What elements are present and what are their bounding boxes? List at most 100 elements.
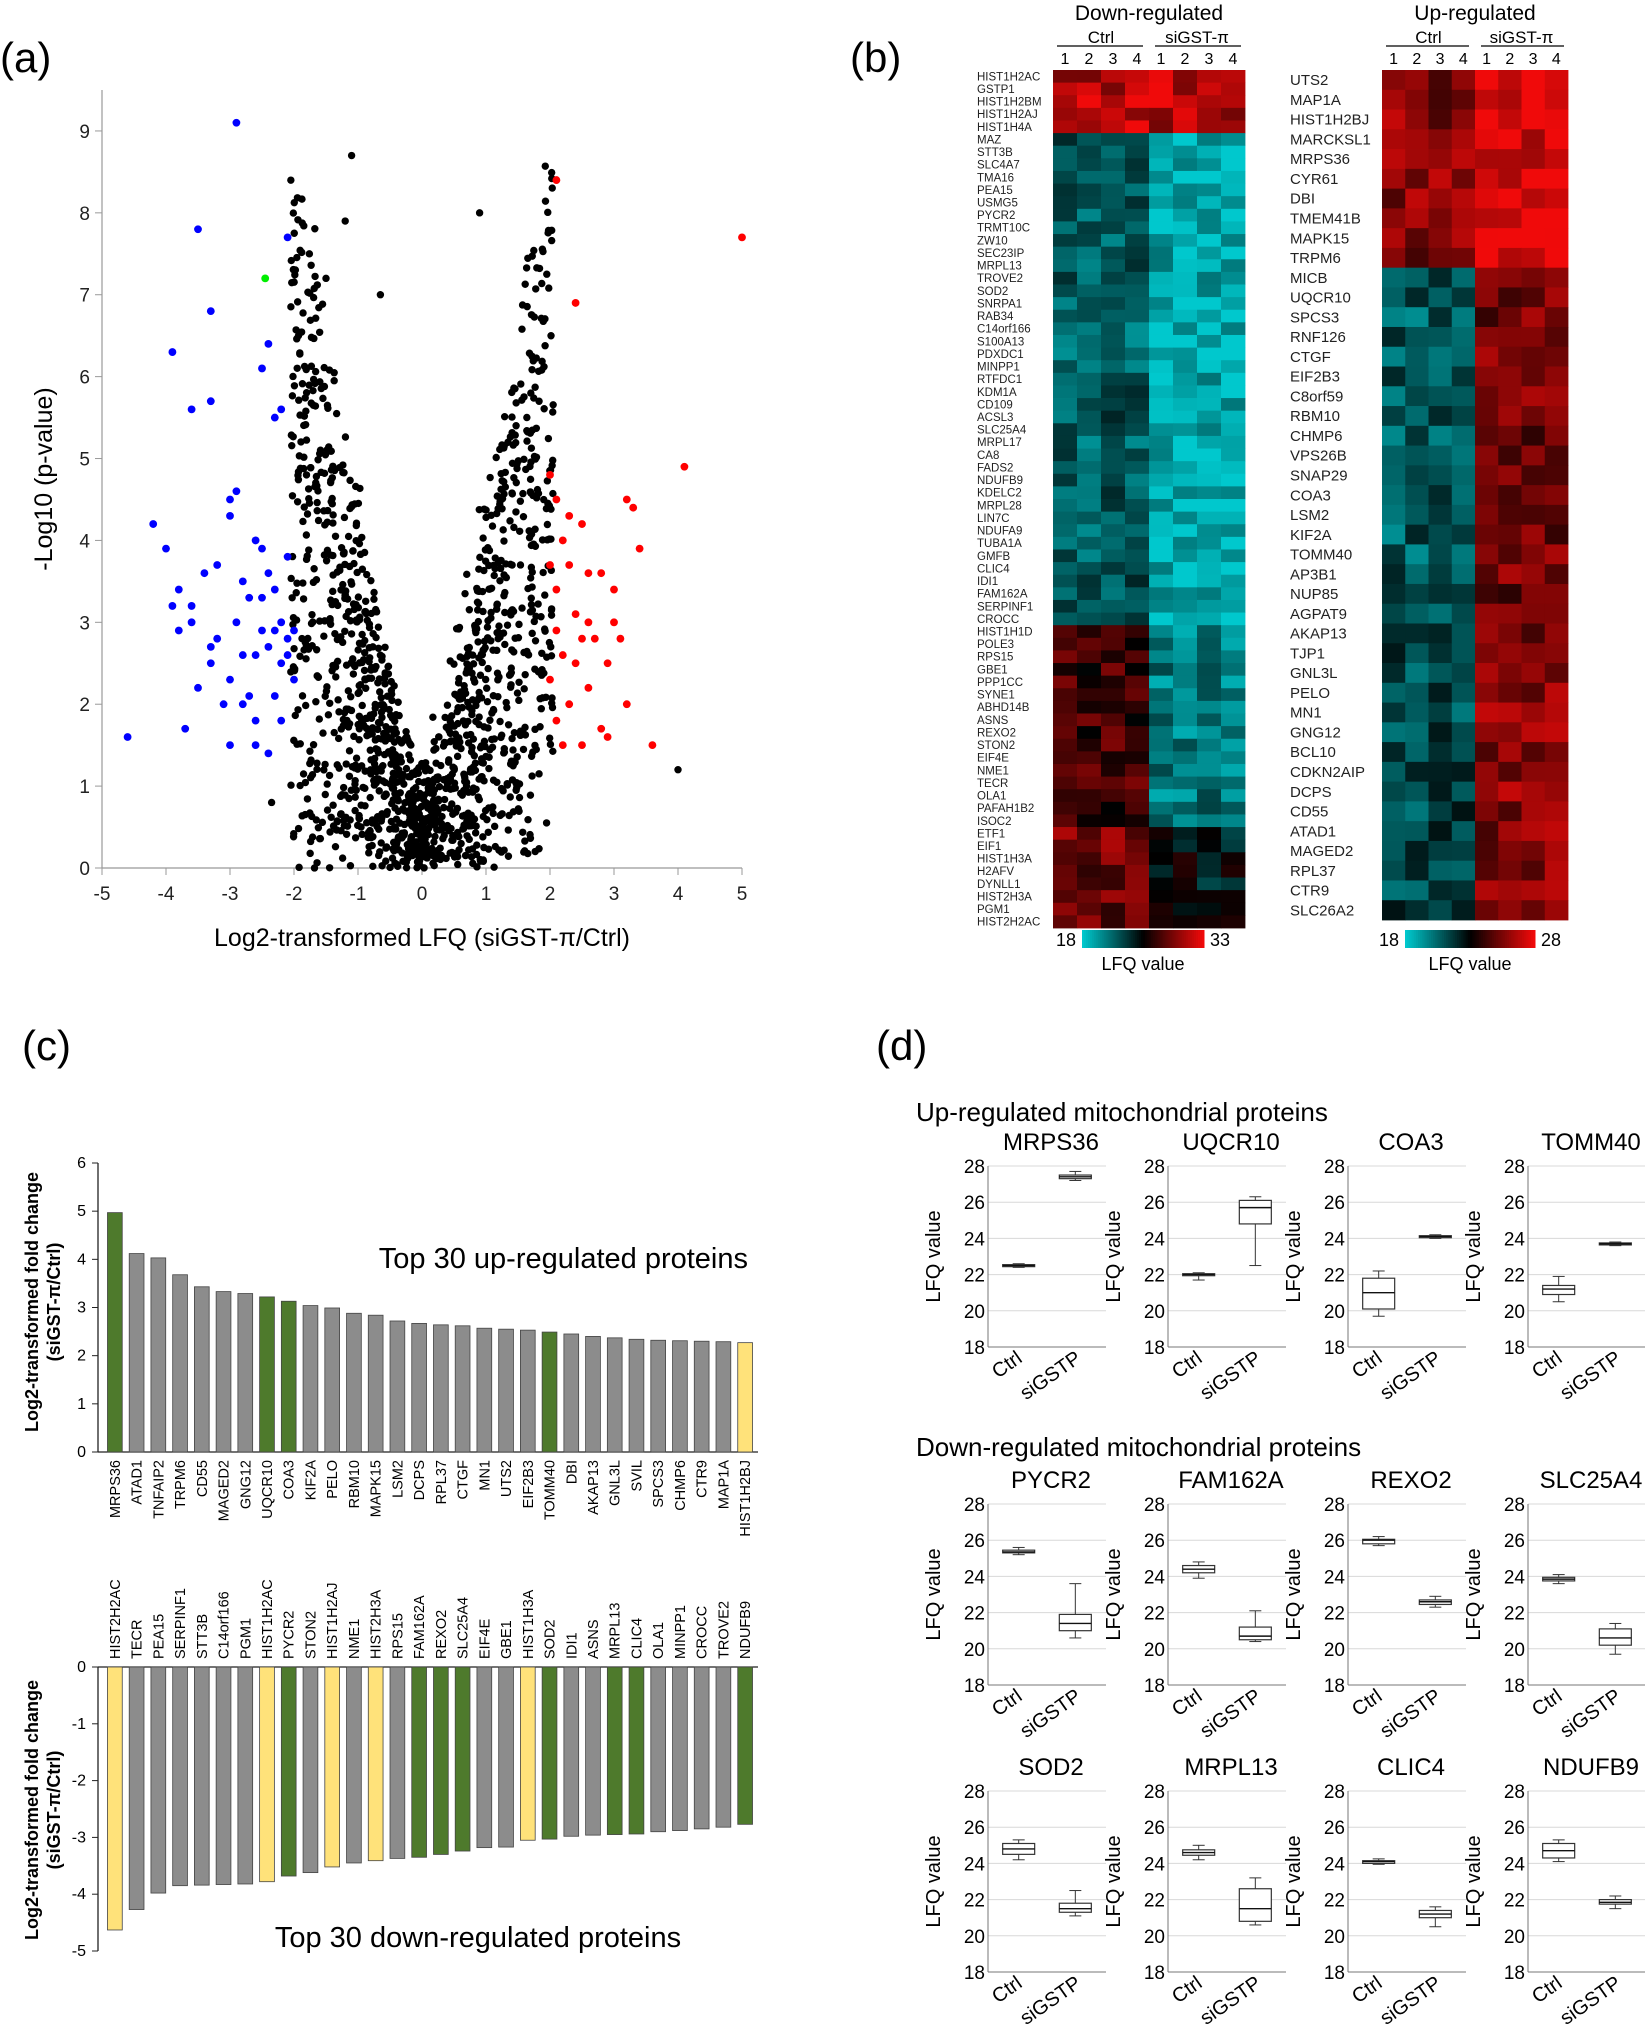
heatmap-cell (1053, 297, 1078, 311)
ns-point (539, 568, 547, 577)
heatmap-cell (1475, 326, 1499, 348)
heatmap-cell (1498, 643, 1522, 664)
heatmap-cell (1221, 562, 1246, 576)
heatmap-cell (1101, 271, 1126, 285)
colorbar-step (1145, 930, 1148, 948)
up-regulated-point (552, 626, 561, 635)
heatmap-cell (1521, 880, 1546, 901)
x-tick-label: 2 (545, 884, 556, 905)
heatmap-cell (1197, 599, 1222, 613)
heatmap-cell (1544, 623, 1569, 644)
box (1238, 1626, 1272, 1641)
ns-point (304, 645, 313, 653)
heatmap-cell (1125, 650, 1150, 664)
column-label: 2 (1412, 51, 1421, 68)
ns-point (432, 759, 440, 767)
heatmap-cell (1451, 168, 1476, 190)
ns-point (288, 441, 296, 450)
row-label: HIST1H2AJ (977, 109, 1038, 121)
colorbar-step (1461, 930, 1464, 948)
ns-point (498, 810, 506, 818)
ns-point (341, 627, 349, 635)
heatmap-cell (1077, 297, 1102, 311)
heatmap-cell (1405, 761, 1429, 783)
colorbar-step (1454, 930, 1458, 948)
heatmap-cell (1521, 781, 1546, 802)
heatmap-cell (1544, 168, 1569, 190)
ns-point (378, 652, 386, 661)
heatmap-cell (1197, 234, 1222, 248)
ns-point (481, 557, 490, 565)
row-label: SYNE1 (977, 690, 1015, 702)
heatmap-cell (1077, 877, 1102, 891)
ns-point (339, 722, 348, 730)
heatmap-cell (1451, 406, 1476, 427)
heatmap-cell (1101, 625, 1126, 639)
ns-point (478, 772, 486, 781)
heatmap-cell (1077, 827, 1102, 841)
up-regulated-point (629, 503, 638, 512)
ns-point (295, 452, 304, 460)
heatmap-cell (1101, 461, 1126, 475)
heatmap-cell (1173, 372, 1198, 386)
x-tick-label: -4 (158, 884, 175, 905)
heatmap-cell (1382, 781, 1406, 802)
heatmap-cell (1149, 82, 1174, 96)
heatmap-cell (1125, 372, 1150, 386)
bar (715, 1341, 732, 1453)
ns-point (294, 824, 303, 833)
colorbar-step (1498, 930, 1501, 948)
heatmap-cell (1125, 246, 1150, 260)
heatmap-cell (1221, 297, 1246, 311)
heatmap-cell (1197, 726, 1222, 740)
x-tick-label: -1 (350, 884, 367, 905)
colorbar-step (1167, 930, 1170, 948)
heatmap-cell (1382, 208, 1406, 229)
bar (672, 1340, 688, 1453)
ns-point (543, 477, 552, 485)
heatmap-cell (1382, 880, 1406, 901)
heatmap-cell (1197, 915, 1222, 929)
bar-label: ASNS (586, 1620, 602, 1660)
heatmap-cell (1498, 109, 1522, 130)
heatmap-cell (1221, 448, 1246, 462)
colorbar-max: 28 (1541, 930, 1561, 950)
ns-point (287, 431, 296, 439)
ns-point (439, 834, 447, 843)
ns-point (337, 544, 346, 552)
bar-label: SVIL (629, 1460, 645, 1491)
ns-point (351, 776, 359, 785)
x-tick-label: Ctrl (1528, 1685, 1566, 1721)
heatmap-cell (1077, 385, 1102, 399)
heatmap-cell (1451, 564, 1476, 585)
heatmap-cell (1197, 183, 1222, 197)
row-label: MN1 (1290, 705, 1322, 722)
bar-chart-title: Top 30 down-regulated proteins (275, 1922, 681, 1954)
boxplot-title: FAM162A (1178, 1467, 1283, 1494)
ns-point (315, 715, 324, 723)
heatmap-cell (1173, 675, 1198, 689)
ns-point (539, 247, 547, 256)
colorbar-step (1463, 930, 1467, 948)
heatmap-cell (1125, 877, 1150, 891)
heatmap-cell (1428, 445, 1453, 466)
heatmap-cell (1101, 751, 1126, 765)
heatmap-cell (1197, 133, 1222, 147)
ns-point (288, 392, 297, 400)
ns-point (388, 696, 396, 705)
ns-point (541, 627, 549, 635)
heatmap-cell (1475, 445, 1499, 466)
heatmap-cell (1451, 583, 1476, 605)
ns-point (484, 828, 492, 836)
heatmap-cell (1498, 801, 1522, 822)
heatmap-cell (1077, 890, 1102, 904)
ns-point (313, 281, 322, 289)
ns-point (326, 620, 335, 628)
bar-label: ATAD1 (130, 1460, 146, 1505)
ns-point (523, 413, 531, 422)
colorbar-label: LFQ value (1428, 954, 1511, 974)
heatmap-cell (1405, 326, 1429, 348)
up-regulated-point (571, 610, 580, 619)
heatmap-cell (1173, 297, 1198, 311)
heatmap-cell (1544, 880, 1569, 901)
